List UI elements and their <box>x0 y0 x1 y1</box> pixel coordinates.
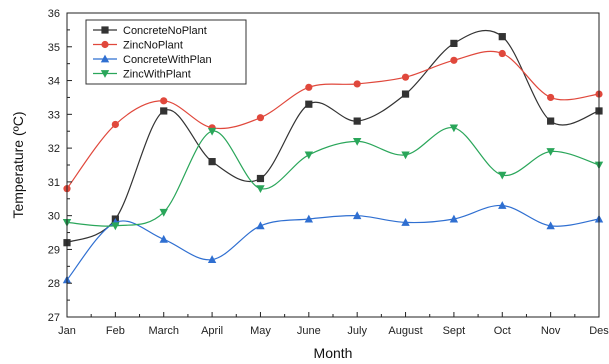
y-tick-label: 36 <box>48 8 60 20</box>
x-tick-label: Sept <box>443 325 466 337</box>
data-point <box>111 222 120 231</box>
legend-label: ZincNoPlant <box>123 40 183 52</box>
x-tick-label: Oct <box>494 325 511 337</box>
y-tick-label: 33 <box>48 109 60 121</box>
y-axis-title: Temperature (ºC) <box>10 111 26 218</box>
legend-marker <box>100 70 110 78</box>
data-point <box>546 148 555 156</box>
data-point <box>401 73 410 81</box>
data-point <box>546 221 555 230</box>
data-point <box>352 211 362 220</box>
series-ZincNoPlant <box>63 49 603 193</box>
x-tick-label: August <box>388 325 422 337</box>
data-point <box>304 214 314 223</box>
data-point <box>159 208 168 217</box>
x-tick-label: March <box>148 325 179 337</box>
series-line <box>66 29 600 244</box>
data-point <box>401 90 410 98</box>
data-point <box>547 117 555 125</box>
data-point <box>256 114 265 122</box>
data-point <box>160 107 168 115</box>
data-point <box>305 83 313 91</box>
legend-marker <box>101 26 109 34</box>
x-tick-label: Nov <box>541 325 561 337</box>
y-tick-label: 30 <box>48 211 60 223</box>
y-tick-label: 31 <box>48 177 60 189</box>
data-point <box>401 151 410 160</box>
data-point <box>449 124 459 133</box>
y-tick-label: 34 <box>48 76 60 88</box>
x-tick-label: May <box>250 325 271 337</box>
y-tick-label: 32 <box>48 143 60 155</box>
data-point <box>207 255 217 263</box>
x-tick-label: July <box>347 325 367 337</box>
data-point <box>547 93 555 102</box>
legend-label: ConcreteWithPlan <box>123 54 212 66</box>
axes: 27 28 29 30 31 32 33 34 35 36 Jan Feb March April May J… <box>48 8 609 337</box>
data-point <box>208 158 216 166</box>
data-point <box>256 221 265 230</box>
data-point <box>111 120 119 129</box>
data-point <box>305 100 313 108</box>
data-point <box>498 49 506 58</box>
data-point <box>498 33 506 41</box>
y-tick-label: 35 <box>48 42 60 54</box>
data-point <box>207 127 217 136</box>
y-tick-label: 29 <box>48 244 60 256</box>
data-point <box>352 137 362 146</box>
legend-label: ZincWithPlant <box>123 69 191 81</box>
series-line <box>66 204 600 281</box>
data-point <box>353 117 361 125</box>
series-line <box>66 50 600 189</box>
data-point <box>304 151 314 160</box>
x-axis-title: Month <box>314 345 353 361</box>
data-point <box>498 201 507 209</box>
data-point <box>450 39 458 47</box>
data-point <box>449 214 459 223</box>
data-point <box>450 56 458 64</box>
legend-marker <box>100 54 110 63</box>
data-point <box>159 234 168 243</box>
data-point <box>401 218 410 226</box>
data-point <box>160 97 168 105</box>
legend-marker <box>101 40 109 49</box>
series-ZincWithPlant <box>62 124 604 231</box>
data-point <box>498 171 507 180</box>
y-tick-label: 27 <box>48 312 60 324</box>
data-point <box>353 80 361 88</box>
data-point <box>256 185 265 194</box>
x-tick-label: June <box>297 325 321 337</box>
legend-label: ConcreteNoPlant <box>123 25 207 37</box>
x-tick-label: Jan <box>58 325 76 337</box>
legend: ConcreteNoPlant ZincNoPlant ConcreteWithPl… <box>85 19 247 85</box>
plot-area <box>62 29 604 284</box>
x-tick-label: Feb <box>106 325 125 337</box>
y-tick-label: 28 <box>48 278 60 290</box>
x-tick-label: Des <box>589 325 609 337</box>
x-tick-label: April <box>201 325 223 337</box>
data-point <box>256 174 265 183</box>
